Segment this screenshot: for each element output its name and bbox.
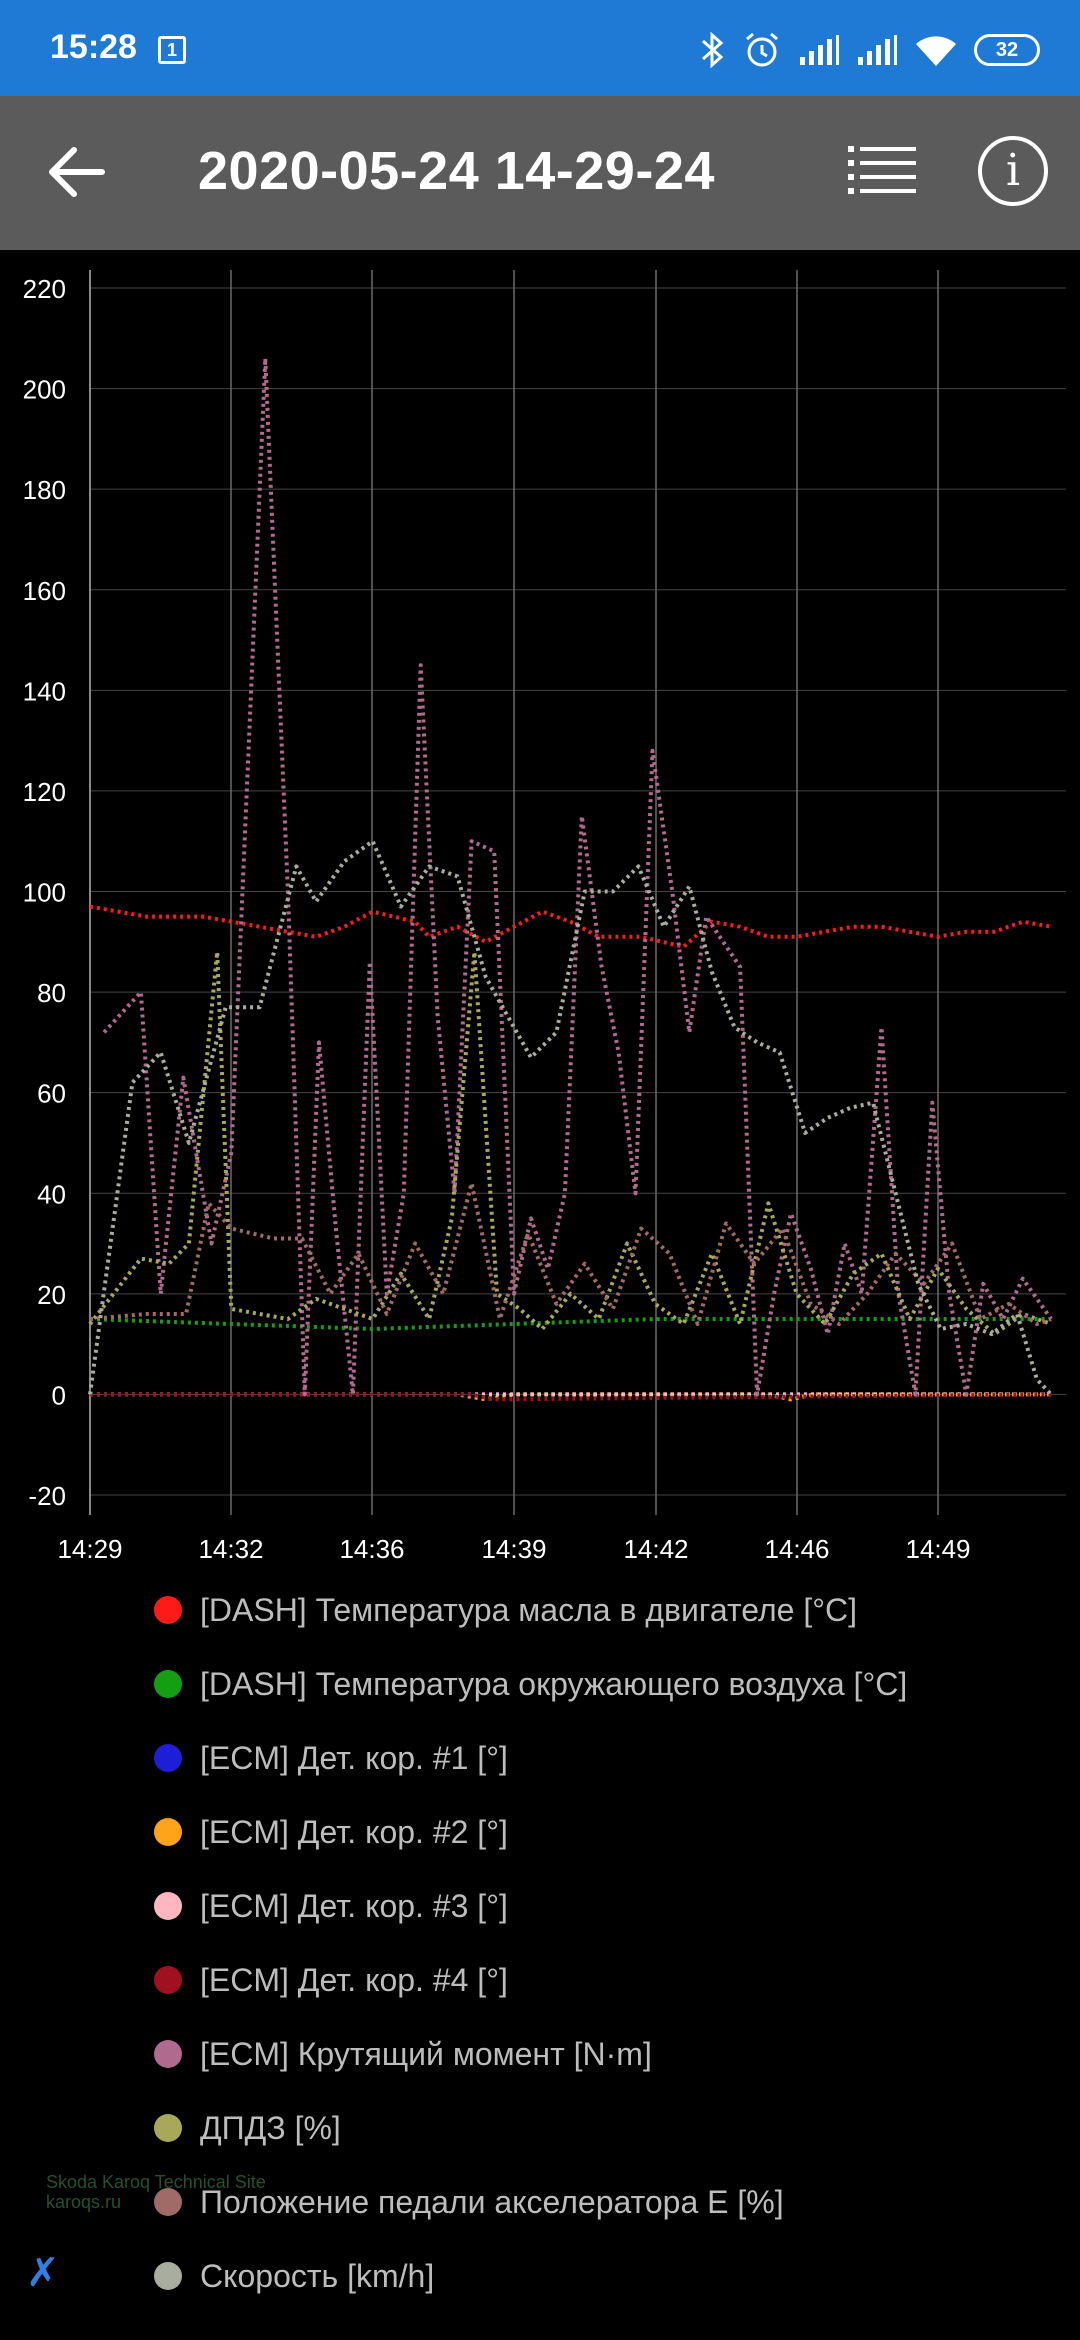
legend-item: [ECM] Дет. кор. #4 [°] <box>154 1950 508 2010</box>
series-line-7 <box>88 949 1052 1337</box>
legend-dot <box>154 1966 182 1994</box>
wifi-icon <box>916 36 956 66</box>
x-tick-label: 14:42 <box>623 1534 688 1564</box>
watermark: Skoda Karoq Technical Site karoqs.ru <box>46 2172 266 2212</box>
y-tick-label: 220 <box>23 274 66 304</box>
series-line-3 <box>90 1392 1052 1402</box>
y-tick-label: 0 <box>52 1380 66 1410</box>
legend-item: [ECM] Дет. кор. #1 [°] <box>154 1728 508 1788</box>
legend-label: [ECM] Крутящий момент [N·m] <box>200 2035 652 2072</box>
series-line-9 <box>88 839 1053 1396</box>
series-line-1 <box>89 1317 1052 1331</box>
arrow-left-icon[interactable] <box>44 142 110 202</box>
legend-label: [ECM] Дет. кор. #3 [°] <box>200 1887 508 1924</box>
x-tick-label: 14:46 <box>764 1534 829 1564</box>
legend-dot <box>154 1892 182 1920</box>
legend-label: [DASH] Температура масла в двигателе [°C… <box>200 1591 858 1628</box>
app-toolbar: 2020-05-24 14-29-24 i <box>0 96 1080 250</box>
info-icon[interactable]: i <box>978 136 1048 206</box>
x-tick-label: 14:32 <box>198 1534 263 1564</box>
signal-icon <box>858 35 897 65</box>
legend-item: [DASH] Температура окружающего воздуха [… <box>154 1654 907 1714</box>
y-tick-label: 20 <box>37 1280 66 1310</box>
chart[interactable]: -20 0 20 40 60 80 100 120 140 160 180 200 220 14:29 14… <box>0 250 1080 1580</box>
y-tick-label: -20 <box>28 1481 66 1511</box>
legend-dot <box>154 2114 182 2142</box>
legend-label: ДПДЗ [%] <box>200 2109 341 2146</box>
signal-icon <box>800 35 839 65</box>
legend-item: [DASH] Температура масла в двигателе [°C… <box>154 1580 857 1640</box>
y-tick-label: 40 <box>37 1179 66 1209</box>
series-line-0 <box>89 904 1052 949</box>
series-line-5 <box>90 1392 1052 1402</box>
list-icon[interactable] <box>848 142 916 202</box>
series-line-8 <box>89 1181 1052 1326</box>
legend-dot <box>154 2188 182 2216</box>
legend-dot <box>154 2262 182 2290</box>
page-title: 2020-05-24 14-29-24 <box>198 141 715 201</box>
x-tick-label: 14:36 <box>339 1534 404 1564</box>
legend-dot <box>154 1670 182 1698</box>
y-tick-label: 180 <box>23 475 66 505</box>
x-tick-label: 14:29 <box>57 1534 122 1564</box>
legend-item: Положение педали акселератора E [%] <box>154 2172 784 2232</box>
y-tick-label: 160 <box>23 576 66 606</box>
x-tick-label: 14:39 <box>481 1534 546 1564</box>
y-tick-label: 120 <box>23 777 66 807</box>
legend-label: Скорость [km/h] <box>200 2257 435 2294</box>
legend-dot <box>154 1818 182 1846</box>
bluetooth-icon <box>702 31 724 69</box>
legend-dot <box>154 2040 182 2068</box>
battery-icon: 32 <box>974 34 1040 66</box>
y-tick-label: 80 <box>37 978 66 1008</box>
x-logo-icon: ✗ <box>26 2251 60 2295</box>
legend-label: [ECM] Дет. кор. #4 [°] <box>200 1961 508 1998</box>
legend-dot <box>154 1744 182 1772</box>
legend-label: Положение педали акселератора E [%] <box>200 2183 784 2220</box>
legend-label: [ECM] Дет. кор. #2 [°] <box>200 1813 508 1850</box>
status-time: 15:28 <box>50 28 137 66</box>
status-bar: 15:28 1 32 <box>0 0 1080 96</box>
legend-label: [ECM] Дет. кор. #1 [°] <box>200 1739 508 1776</box>
legend-item: Скорость [km/h] <box>154 2246 434 2306</box>
y-tick-label: 140 <box>23 676 66 706</box>
legend-item: [ECM] Крутящий момент [N·m] <box>154 2024 652 2084</box>
status-icons: 32 <box>700 22 1040 78</box>
legend-item: [ECM] Дет. кор. #3 [°] <box>154 1876 508 1936</box>
y-tick-label: 100 <box>23 878 66 908</box>
calendar-icon: 1 <box>158 36 186 64</box>
legend-dot <box>154 1596 182 1624</box>
y-tick-label: 200 <box>23 375 66 405</box>
alarm-icon <box>746 32 778 67</box>
y-tick-label: 60 <box>37 1079 66 1109</box>
legend-label: [DASH] Температура окружающего воздуха [… <box>200 1665 908 1702</box>
legend-item: [ECM] Дет. кор. #2 [°] <box>154 1802 508 1862</box>
x-tick-label: 14:49 <box>905 1534 970 1564</box>
legend-item: ДПДЗ [%] <box>154 2098 341 2158</box>
series-line-6 <box>102 356 1053 1397</box>
